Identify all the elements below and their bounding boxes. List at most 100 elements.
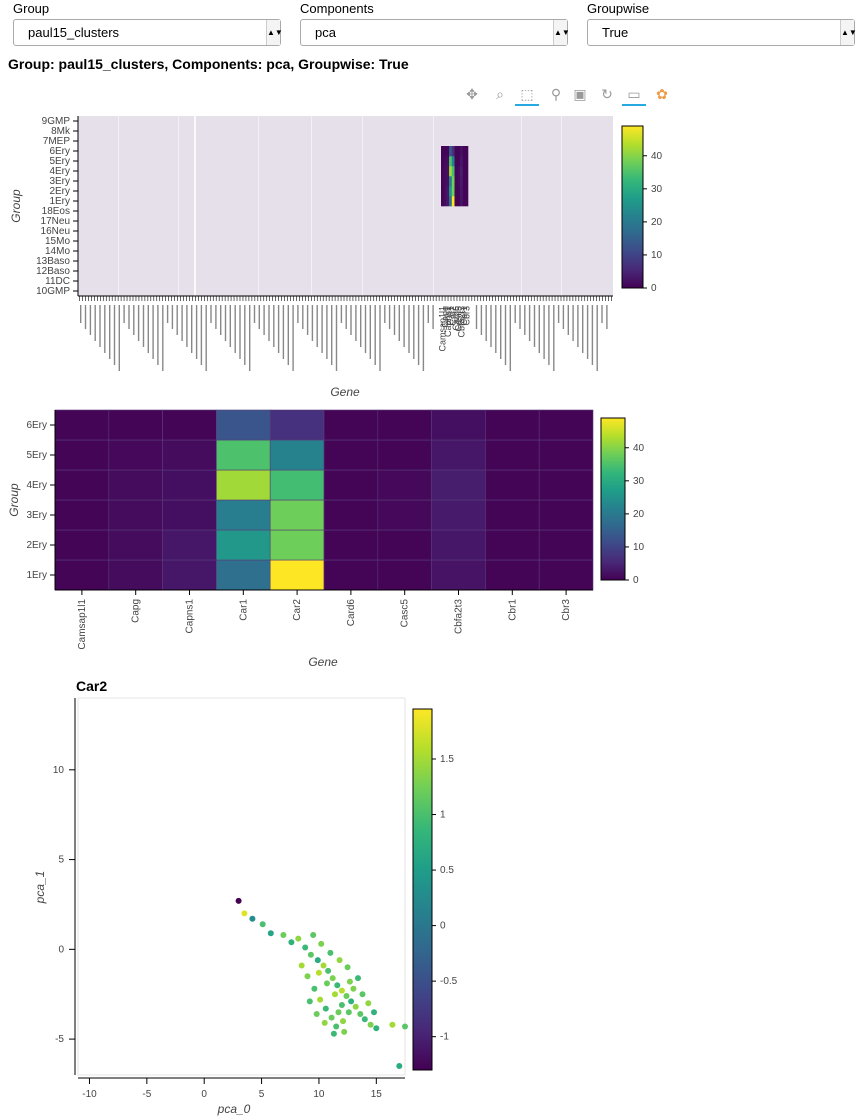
overlapping-label-mark [495, 305, 497, 353]
pan-icon[interactable]: ✥ [466, 86, 478, 102]
heatmap-cell [457, 156, 461, 167]
heatmap-background [78, 116, 613, 296]
overlapping-label-mark [239, 305, 241, 359]
save-icon[interactable]: ▣ [573, 86, 587, 102]
x-tick-label: Capns1 [185, 599, 196, 634]
heatmap-cell [538, 409, 594, 441]
scatter-point [302, 944, 309, 951]
scatter-point [402, 1023, 408, 1030]
scatter-points [235, 897, 408, 1069]
y-tick-label: 1Ery [49, 196, 70, 207]
scatter-point [327, 949, 334, 956]
overview-heatmap[interactable]: 10GMP11DC12Baso13Baso14Mo15Mo16Neu17Neu1… [0, 110, 866, 510]
heatmap-cell [108, 559, 163, 591]
heatmap-cell [269, 499, 325, 531]
x-tick-label: Car2 [292, 599, 303, 621]
gene-tick-label: Capns1 [443, 306, 453, 337]
heatmap-cell [462, 156, 466, 167]
heatmap-cell [377, 499, 432, 531]
colorbar-tick-label: 0 [440, 921, 446, 932]
x-tick-label: Cbr1 [507, 599, 518, 621]
overlapping-label-mark [388, 305, 391, 329]
overlapping-label-mark [413, 305, 415, 359]
overlapping-label-mark [215, 305, 217, 329]
x-axis: Camsap1l1 Capg Capns1 Car1 Car2 Card6 Casc5 Cbf… [55, 589, 593, 650]
overlapping-label-mark [504, 305, 507, 365]
heatmap-cell [108, 499, 163, 531]
chevron-down-icon: ▲▼ [553, 20, 570, 45]
reset-icon[interactable]: ↻ [601, 86, 613, 102]
heatmap-cell [323, 439, 379, 471]
overlapping-label-mark [509, 305, 511, 371]
heatmap-cell [485, 469, 540, 501]
box-select-icon[interactable]: ⬚ [515, 84, 539, 106]
plot-title: Car2 [76, 678, 107, 694]
overlapping-label-mark [557, 305, 560, 323]
overlapping-label-mark [176, 305, 178, 335]
heatmap-cell [54, 529, 110, 561]
overlapping-label-mark [379, 305, 381, 371]
x-axis-label: Gene [308, 655, 338, 669]
plot-frame [77, 697, 406, 1076]
heatmap-cell [451, 166, 455, 177]
overlapping-label-mark [133, 305, 135, 335]
group-select[interactable]: paul15_clusters ▲▼ [13, 19, 283, 46]
heatmap-cell [431, 469, 486, 501]
heatmap-cell [108, 439, 163, 471]
y-axis: -5 0 5 10 [53, 698, 76, 1075]
heatmap-cell [457, 186, 461, 197]
heatmap-cell [431, 499, 486, 531]
hover-icon[interactable]: ▭ [622, 84, 646, 106]
scatter-point [235, 897, 242, 904]
box-zoom-icon[interactable]: ⌕ [496, 86, 504, 102]
heatmap-cell [441, 166, 444, 177]
colorbar-tick-label: 20 [633, 509, 645, 520]
overlapping-label-mark [205, 305, 207, 371]
heatmap-cell [216, 439, 271, 471]
bokeh-logo-icon[interactable]: ✿ [656, 86, 668, 102]
heatmap-cell [323, 469, 379, 501]
heatmap-cell [323, 409, 379, 441]
components-select[interactable]: pca ▲▼ [300, 19, 570, 46]
overlapping-label-mark [84, 305, 87, 329]
overlapping-label-mark [113, 305, 116, 365]
x-axis-label: Gene [330, 385, 360, 399]
groupwise-label: Groupwise [587, 1, 650, 16]
gene-tick-label: Camsap1l1 [437, 306, 447, 352]
y-tick-label: 5Ery [49, 156, 70, 167]
colorbar-tick-label: -0.5 [440, 976, 458, 987]
heatmap-cell [465, 196, 469, 207]
x-tick-label: 0 [201, 1089, 207, 1100]
heatmap-cell [269, 469, 325, 501]
heatmap-cell [459, 166, 463, 177]
y-tick-label: 14Mo [45, 246, 70, 257]
heatmap-cell [538, 559, 594, 591]
heatmap-cell [162, 499, 217, 531]
scatter-point [306, 998, 313, 1005]
scatter-point [359, 991, 366, 998]
heatmap-cell [162, 469, 217, 501]
overlapping-label-mark [147, 305, 149, 353]
overlapping-label-mark [331, 305, 333, 365]
heatmap-cell [485, 499, 540, 531]
heatmap-cell [454, 196, 458, 207]
heatmap-cell [446, 186, 450, 197]
heatmap-cell [462, 186, 466, 197]
groupwise-select[interactable]: True ▲▼ [587, 19, 857, 46]
y-tick-label: 13Baso [36, 256, 70, 267]
colorbar-ramp [412, 708, 433, 1071]
overlapping-label-mark [398, 305, 400, 341]
y-tick-label: 15Mo [45, 236, 70, 247]
wheel-zoom-icon[interactable]: ⚲ [550, 86, 562, 102]
heatmap-cell [538, 469, 594, 501]
overlapping-label-mark [152, 305, 154, 359]
heatmap-cell [451, 146, 455, 157]
page-title: Group: paul15_clusters, Components: pca,… [8, 56, 409, 72]
x-tick-label: Cbr3 [561, 599, 572, 621]
heatmap-cell [538, 529, 594, 561]
overlapping-label-mark [500, 305, 502, 359]
overlapping-label-mark [200, 305, 203, 365]
scatter-point [313, 1011, 320, 1017]
